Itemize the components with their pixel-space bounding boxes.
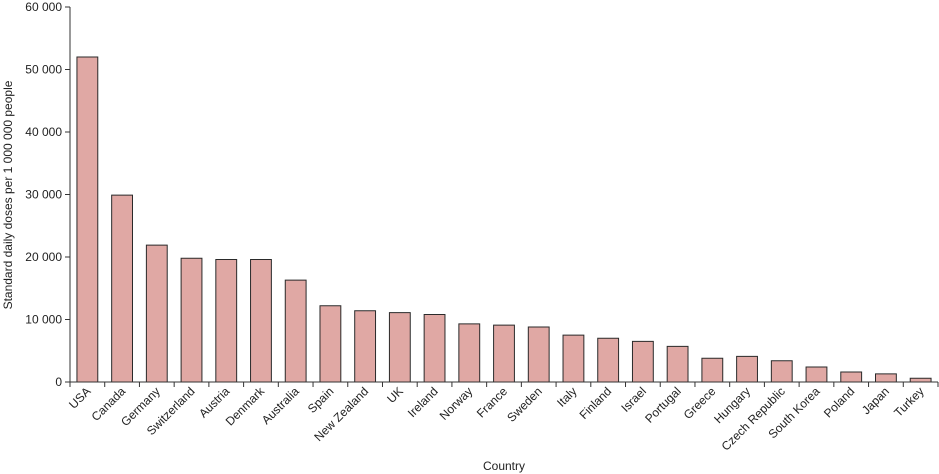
- y-tick-label: 0: [55, 375, 62, 389]
- bars-group: [76, 56, 932, 383]
- x-tick-label: Sweden: [504, 384, 545, 425]
- bar-ireland: [423, 314, 446, 383]
- x-ticks-group: USACanadaGermanySwitzerlandAustriaDenmar…: [66, 382, 939, 454]
- x-tick-label: Israel: [618, 384, 649, 415]
- bar-turkey: [909, 377, 932, 383]
- x-tick-label: Norway: [437, 384, 476, 423]
- x-tick-label: Poland: [821, 384, 857, 420]
- bar-canada: [111, 194, 133, 383]
- y-tick-label: 20 000: [25, 250, 62, 264]
- bar-uk: [388, 312, 411, 383]
- bar-germany: [145, 244, 168, 383]
- x-tick-label: Denmark: [223, 384, 268, 429]
- bar-usa: [76, 56, 99, 383]
- bar-finland: [597, 337, 620, 383]
- x-tick-label: UK: [384, 384, 406, 406]
- bar-poland: [840, 371, 863, 383]
- bar-greece: [701, 357, 724, 383]
- y-tick-label: 50 000: [25, 63, 62, 77]
- bar-italy: [562, 334, 585, 383]
- y-axis-title: Standard daily doses per 1 000 000 peopl…: [1, 80, 15, 309]
- y-ticks-group: 0 10 000 20 000 30 000 40 000 50 000 60 000: [25, 0, 70, 389]
- x-tick-label: Spain: [305, 384, 337, 416]
- bar-portugal: [666, 345, 689, 383]
- bar-japan: [875, 373, 897, 383]
- bar-austria: [215, 259, 238, 383]
- x-tick-label: Australia: [259, 384, 302, 427]
- bar-israel: [631, 340, 654, 383]
- bar-france: [493, 324, 515, 383]
- bar-new-zealand: [354, 310, 377, 383]
- bar-hungary: [736, 355, 758, 383]
- x-tick-label: Finland: [577, 384, 615, 422]
- y-tick-label: 30 000: [25, 188, 62, 202]
- x-tick-label: Italy: [554, 384, 579, 409]
- bar-norway: [458, 323, 481, 383]
- bar-switzerland: [180, 257, 203, 383]
- y-tick-label: 60 000: [25, 0, 62, 14]
- bar-czech-republic: [770, 360, 793, 383]
- x-tick-label: USA: [66, 384, 93, 411]
- bar-spain: [319, 305, 342, 383]
- x-tick-label: Turkey: [891, 384, 927, 420]
- x-axis-title: Country: [483, 459, 525, 473]
- bar-denmark: [250, 259, 272, 383]
- y-tick-label: 10 000: [25, 313, 62, 327]
- bar-sweden: [527, 326, 550, 383]
- x-tick-label: Japan: [859, 384, 892, 417]
- bar-australia: [284, 279, 307, 383]
- y-tick-label: 40 000: [25, 125, 62, 139]
- x-tick-label: Portugal: [642, 384, 684, 426]
- x-tick-label: Ireland: [405, 384, 441, 420]
- bar-south-korea: [805, 366, 828, 383]
